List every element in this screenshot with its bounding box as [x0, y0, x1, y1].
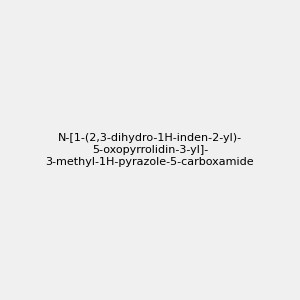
Text: N-[1-(2,3-dihydro-1H-inden-2-yl)-
5-oxopyrrolidin-3-yl]-
3-methyl-1H-pyrazole-5-: N-[1-(2,3-dihydro-1H-inden-2-yl)- 5-oxop…	[46, 134, 254, 166]
